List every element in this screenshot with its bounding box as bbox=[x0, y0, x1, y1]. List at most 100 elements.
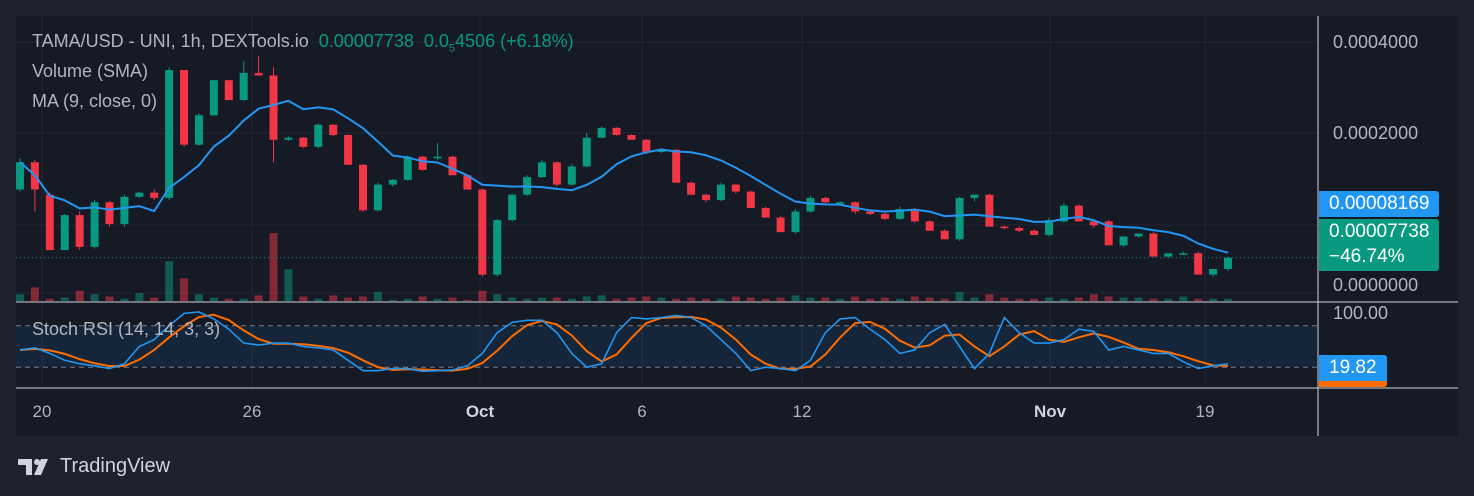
tradingview-logo-icon bbox=[18, 458, 48, 475]
volume-bar bbox=[16, 294, 24, 301]
candle-body bbox=[1000, 226, 1009, 229]
volume-bar bbox=[1194, 298, 1203, 301]
time-tick: 26 bbox=[242, 402, 262, 421]
candle-body bbox=[687, 182, 696, 195]
candle-body bbox=[1015, 227, 1024, 231]
volume-bar bbox=[180, 278, 189, 301]
candle-body bbox=[478, 189, 487, 275]
symbol-title: TAMA/USD - UNI, 1h, DEXTools.io bbox=[32, 31, 309, 51]
candle-body bbox=[642, 139, 651, 153]
volume-bar bbox=[299, 296, 308, 301]
candle-body bbox=[1104, 221, 1113, 246]
candle-body bbox=[1194, 253, 1203, 275]
volume-bar bbox=[224, 298, 233, 301]
volume-bar bbox=[45, 298, 54, 301]
volume-bar bbox=[597, 295, 606, 301]
candle-body bbox=[970, 194, 979, 198]
volume-bar bbox=[925, 297, 934, 301]
ma-price-tag: 0.00008169 bbox=[1319, 191, 1440, 217]
volume-bar bbox=[567, 298, 576, 301]
candle-body bbox=[299, 137, 308, 147]
volume-legend[interactable]: Volume (SMA) bbox=[32, 61, 149, 81]
volume-bar bbox=[552, 297, 561, 301]
candle-body bbox=[1119, 236, 1128, 246]
volume-bar bbox=[761, 298, 770, 301]
candle-body bbox=[940, 230, 949, 240]
volume-bar bbox=[895, 298, 904, 301]
volume-bar bbox=[866, 298, 875, 301]
candle-body bbox=[657, 149, 666, 153]
volume-bar bbox=[373, 291, 382, 301]
volume-bar bbox=[433, 298, 442, 301]
change-prefix: 0.0 bbox=[423, 31, 449, 51]
volume-bar bbox=[284, 269, 293, 301]
ma-legend[interactable]: MA (9, close, 0) bbox=[32, 91, 158, 111]
candle-body bbox=[880, 213, 889, 219]
volume-bar bbox=[60, 297, 69, 301]
volume-bar bbox=[731, 296, 740, 301]
candle-body bbox=[16, 162, 24, 190]
price-tick: 0.0004000 bbox=[1333, 32, 1419, 52]
candle-body bbox=[314, 124, 323, 147]
volume-bar bbox=[627, 297, 636, 301]
volume-bar bbox=[1045, 297, 1054, 301]
change-subscript: 5 bbox=[448, 42, 456, 55]
candle-body bbox=[955, 197, 964, 240]
volume-bar bbox=[537, 297, 546, 301]
candle-body bbox=[90, 202, 99, 247]
volume-bar bbox=[776, 297, 785, 301]
candle-body bbox=[791, 211, 800, 233]
volume-bar bbox=[657, 297, 666, 301]
volume-bar bbox=[418, 296, 427, 301]
change-rest: 4506 (+6.18%) bbox=[455, 31, 574, 51]
volume-bar bbox=[30, 287, 39, 301]
volume-bar bbox=[672, 298, 681, 301]
candle-body bbox=[1089, 221, 1098, 226]
volume-bar bbox=[1030, 298, 1039, 301]
candle-body bbox=[403, 156, 412, 180]
price-tick: 0.0000000 bbox=[1333, 275, 1419, 295]
candle-body bbox=[194, 115, 203, 145]
volume-bar bbox=[582, 296, 591, 301]
volume-bar bbox=[1089, 294, 1098, 301]
candle-body bbox=[1179, 253, 1188, 255]
candle-body bbox=[761, 207, 770, 218]
stoch-k-line bbox=[19, 311, 1229, 373]
candle-body bbox=[836, 202, 845, 204]
volume-bar bbox=[1059, 298, 1068, 301]
volume-bar bbox=[1134, 297, 1143, 301]
volume-bar bbox=[1224, 298, 1232, 301]
brand-name: TradingView bbox=[60, 455, 171, 477]
candle-body bbox=[135, 192, 144, 197]
volume-bar bbox=[90, 294, 99, 301]
candle-body bbox=[508, 194, 517, 221]
candle-body bbox=[1134, 233, 1143, 237]
candle-body bbox=[672, 149, 681, 183]
candle-body bbox=[239, 72, 248, 101]
last-price-tag-value: 0.00007738 bbox=[1329, 221, 1430, 242]
time-tick: 20 bbox=[32, 402, 52, 421]
candle-body bbox=[925, 221, 934, 231]
candle-body bbox=[627, 134, 636, 140]
volume-bar bbox=[493, 294, 502, 301]
tradingview-logo[interactable]: TradingView bbox=[18, 455, 170, 478]
stoch-tick: 100.00 bbox=[1333, 303, 1389, 323]
volume-bar bbox=[880, 297, 889, 301]
candle-body bbox=[344, 134, 353, 165]
symbol-legend: TAMA/USD - UNI, 1h, DEXTools.io 0.000077… bbox=[32, 31, 574, 55]
volume-bar bbox=[105, 296, 114, 301]
volume-bar bbox=[329, 295, 338, 301]
volume-bar bbox=[702, 298, 711, 301]
last-price-tag: 0.00007738 −46.74% bbox=[1319, 219, 1440, 271]
candle-body bbox=[359, 164, 368, 211]
volume-bar bbox=[314, 298, 323, 301]
volume-bar bbox=[642, 296, 651, 301]
candle-body bbox=[731, 184, 740, 192]
candle-body bbox=[552, 162, 561, 185]
candle-body bbox=[866, 211, 875, 214]
candle-body bbox=[702, 194, 711, 201]
price-tick: 0.0002000 bbox=[1333, 123, 1419, 143]
stoch-rsi-legend[interactable]: Stoch RSI (14, 14, 3, 3) bbox=[32, 319, 221, 339]
volume-bar bbox=[254, 295, 263, 301]
